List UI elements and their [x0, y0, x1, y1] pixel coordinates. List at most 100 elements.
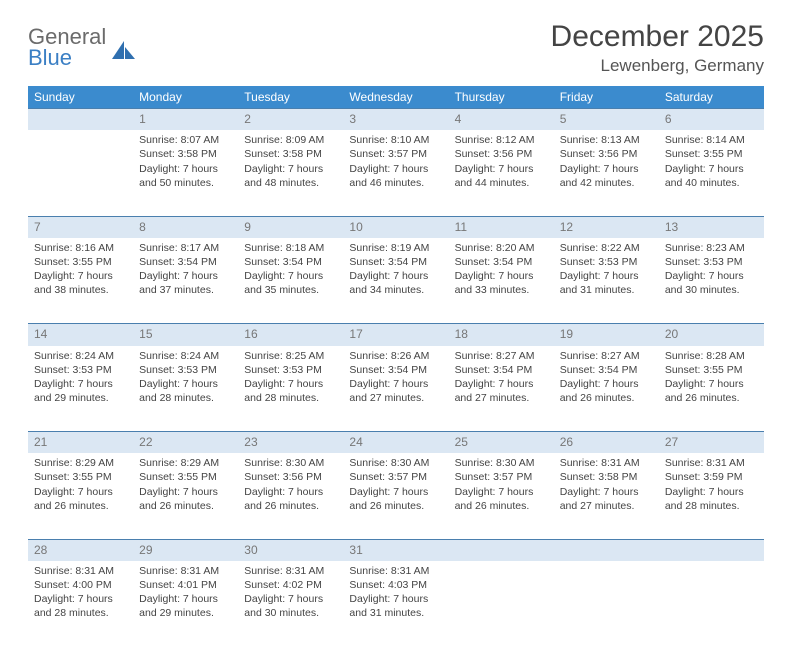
sunset-line: Sunset: 4:01 PM: [139, 578, 232, 592]
day-number-cell: 2: [238, 109, 343, 131]
day-number-cell: [28, 109, 133, 131]
day-number-cell: 1: [133, 109, 238, 131]
daylight-line: Daylight: 7 hours and 29 minutes.: [139, 592, 232, 620]
day-cell: Sunrise: 8:07 AMSunset: 3:58 PMDaylight:…: [133, 130, 238, 216]
sunrise-line: Sunrise: 8:19 AM: [349, 241, 442, 255]
day-number-cell: 17: [343, 324, 448, 346]
day-number: 2: [244, 111, 337, 127]
day-number: 3: [349, 111, 442, 127]
day-cell: Sunrise: 8:13 AMSunset: 3:56 PMDaylight:…: [554, 130, 659, 216]
daynum-row: 789 10 11 12 13: [28, 216, 764, 238]
daylight-line: Daylight: 7 hours and 37 minutes.: [139, 269, 232, 297]
daylight-line: Daylight: 7 hours and 38 minutes.: [34, 269, 127, 297]
day-number: 9: [244, 219, 337, 235]
sunset-line: Sunset: 3:55 PM: [34, 255, 127, 269]
day-cell: [659, 561, 764, 647]
day-number: 31: [349, 542, 442, 558]
daylight-line: Daylight: 7 hours and 34 minutes.: [349, 269, 442, 297]
day-number: 11: [455, 219, 548, 235]
day-cell: Sunrise: 8:12 AMSunset: 3:56 PMDaylight:…: [449, 130, 554, 216]
day-number-cell: 8: [133, 216, 238, 238]
daylight-line: Daylight: 7 hours and 28 minutes.: [34, 592, 127, 620]
calendar-table: Sunday Monday Tuesday Wednesday Thursday…: [28, 86, 764, 647]
day-number-cell: 21: [28, 432, 133, 454]
daylight-line: Daylight: 7 hours and 28 minutes.: [139, 377, 232, 405]
day-number-cell: 14: [28, 324, 133, 346]
day-number: 27: [665, 434, 758, 450]
page-title: December 2025: [551, 20, 764, 54]
day-number-cell: 24: [343, 432, 448, 454]
day-number: 20: [665, 326, 758, 342]
day-cell: [554, 561, 659, 647]
day-cell: Sunrise: 8:31 AMSunset: 4:02 PMDaylight:…: [238, 561, 343, 647]
day-number: 25: [455, 434, 548, 450]
day-cell: Sunrise: 8:22 AMSunset: 3:53 PMDaylight:…: [554, 238, 659, 324]
sunrise-line: Sunrise: 8:17 AM: [139, 241, 232, 255]
daylight-line: Daylight: 7 hours and 27 minutes.: [455, 377, 548, 405]
day-cell: Sunrise: 8:14 AMSunset: 3:55 PMDaylight:…: [659, 130, 764, 216]
sunset-line: Sunset: 3:54 PM: [455, 363, 548, 377]
daylight-line: Daylight: 7 hours and 31 minutes.: [560, 269, 653, 297]
sunrise-line: Sunrise: 8:24 AM: [34, 349, 127, 363]
sunset-line: Sunset: 3:54 PM: [349, 363, 442, 377]
day-number-cell: 13: [659, 216, 764, 238]
day-number: 1: [139, 111, 232, 127]
day-number-cell: 12: [554, 216, 659, 238]
day-number-cell: 10: [343, 216, 448, 238]
day-cell: Sunrise: 8:30 AMSunset: 3:56 PMDaylight:…: [238, 453, 343, 539]
day-cell: Sunrise: 8:27 AMSunset: 3:54 PMDaylight:…: [554, 346, 659, 432]
sunset-line: Sunset: 4:00 PM: [34, 578, 127, 592]
week-row: Sunrise: 8:31 AMSunset: 4:00 PMDaylight:…: [28, 561, 764, 647]
sunrise-line: Sunrise: 8:25 AM: [244, 349, 337, 363]
day-number: 7: [34, 219, 127, 235]
day-number-cell: [659, 539, 764, 561]
day-number-cell: 15: [133, 324, 238, 346]
sunrise-line: Sunrise: 8:30 AM: [455, 456, 548, 470]
day-cell: Sunrise: 8:29 AMSunset: 3:55 PMDaylight:…: [28, 453, 133, 539]
day-number: 16: [244, 326, 337, 342]
day-cell: Sunrise: 8:27 AMSunset: 3:54 PMDaylight:…: [449, 346, 554, 432]
day-number-cell: 7: [28, 216, 133, 238]
logo-word-blue: Blue: [28, 47, 106, 69]
day-cell: Sunrise: 8:29 AMSunset: 3:55 PMDaylight:…: [133, 453, 238, 539]
weekday-header: Friday: [554, 86, 659, 109]
day-number-cell: 26: [554, 432, 659, 454]
day-number-cell: 4: [449, 109, 554, 131]
day-cell: Sunrise: 8:25 AMSunset: 3:53 PMDaylight:…: [238, 346, 343, 432]
daylight-line: Daylight: 7 hours and 40 minutes.: [665, 162, 758, 190]
day-cell: Sunrise: 8:09 AMSunset: 3:58 PMDaylight:…: [238, 130, 343, 216]
daylight-line: Daylight: 7 hours and 28 minutes.: [665, 485, 758, 513]
sunrise-line: Sunrise: 8:16 AM: [34, 241, 127, 255]
weekday-header: Saturday: [659, 86, 764, 109]
day-number: 26: [560, 434, 653, 450]
sunrise-line: Sunrise: 8:31 AM: [665, 456, 758, 470]
logo-text: General Blue: [28, 26, 106, 69]
day-number: 28: [34, 542, 127, 558]
day-cell: Sunrise: 8:26 AMSunset: 3:54 PMDaylight:…: [343, 346, 448, 432]
sunrise-line: Sunrise: 8:22 AM: [560, 241, 653, 255]
day-number: 4: [455, 111, 548, 127]
day-cell: Sunrise: 8:31 AMSunset: 4:00 PMDaylight:…: [28, 561, 133, 647]
day-number-cell: [554, 539, 659, 561]
daylight-line: Daylight: 7 hours and 44 minutes.: [455, 162, 548, 190]
day-number: 18: [455, 326, 548, 342]
daylight-line: Daylight: 7 hours and 30 minutes.: [665, 269, 758, 297]
sunset-line: Sunset: 3:58 PM: [139, 147, 232, 161]
day-number-cell: 6: [659, 109, 764, 131]
sunrise-line: Sunrise: 8:24 AM: [139, 349, 232, 363]
sunrise-line: Sunrise: 8:31 AM: [349, 564, 442, 578]
sunrise-line: Sunrise: 8:26 AM: [349, 349, 442, 363]
sunrise-line: Sunrise: 8:30 AM: [244, 456, 337, 470]
day-cell: Sunrise: 8:20 AMSunset: 3:54 PMDaylight:…: [449, 238, 554, 324]
sunrise-line: Sunrise: 8:30 AM: [349, 456, 442, 470]
day-number: 13: [665, 219, 758, 235]
sunset-line: Sunset: 3:53 PM: [244, 363, 337, 377]
sunset-line: Sunset: 3:53 PM: [139, 363, 232, 377]
daylight-line: Daylight: 7 hours and 30 minutes.: [244, 592, 337, 620]
daylight-line: Daylight: 7 hours and 27 minutes.: [349, 377, 442, 405]
daylight-line: Daylight: 7 hours and 42 minutes.: [560, 162, 653, 190]
daylight-line: Daylight: 7 hours and 26 minutes.: [349, 485, 442, 513]
sunrise-line: Sunrise: 8:09 AM: [244, 133, 337, 147]
day-number-cell: 9: [238, 216, 343, 238]
day-number-cell: 19: [554, 324, 659, 346]
